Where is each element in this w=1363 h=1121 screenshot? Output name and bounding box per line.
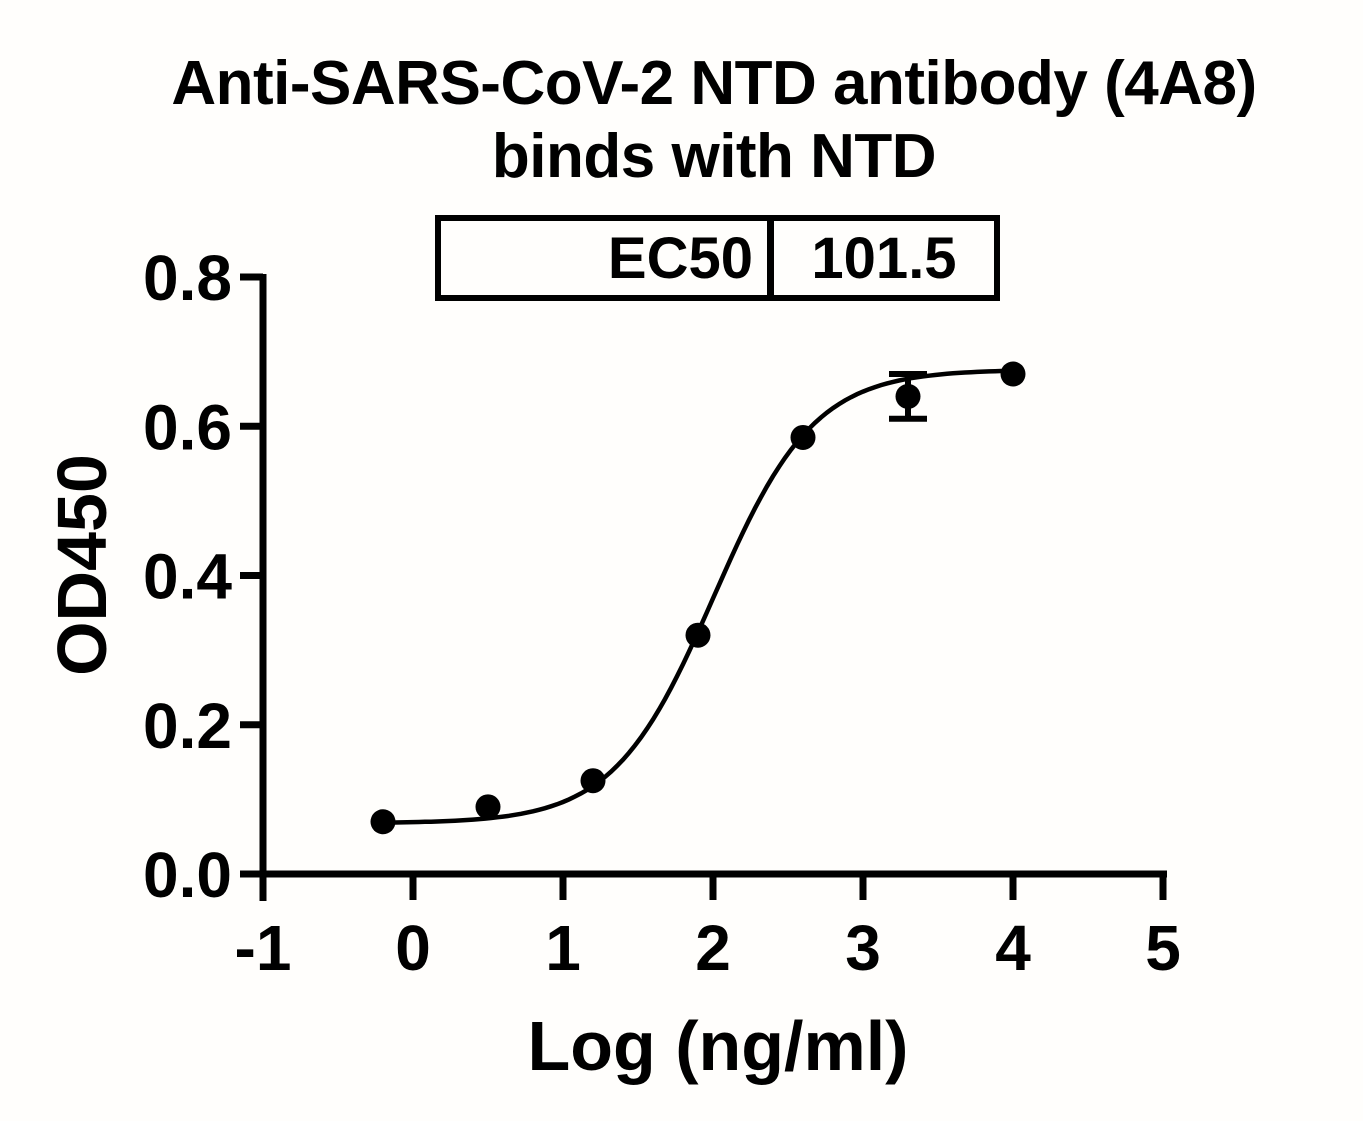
chart-title: Anti-SARS-CoV-2 NTD antibody (4A8) binds…: [171, 47, 1257, 193]
fit-curve: [380, 368, 1016, 825]
x-axis-title: Log (ng/ml): [527, 1007, 909, 1085]
ec50-table: EC50 101.5: [435, 215, 1000, 301]
y-tick-label: 0.8: [143, 242, 232, 314]
x-tick-label: 5: [1145, 912, 1181, 984]
y-tick-label: 0.6: [143, 391, 232, 463]
data-point: [685, 622, 711, 648]
x-tick-label: -1: [235, 912, 292, 984]
y-tick-label: 0.0: [143, 839, 232, 911]
data-point: [790, 424, 816, 450]
ec50-value-cell: 101.5: [767, 221, 994, 295]
data-point: [580, 768, 606, 794]
data-point: [1000, 361, 1026, 387]
x-tick-label: 0: [395, 912, 431, 984]
y-tick-label: 0.4: [143, 541, 232, 613]
data-point: [370, 809, 396, 835]
data-point: [475, 794, 501, 820]
chart-title-line1: Anti-SARS-CoV-2 NTD antibody (4A8): [171, 49, 1257, 118]
chart-title-line2: binds with NTD: [491, 122, 937, 191]
x-tick-label: 4: [995, 912, 1031, 984]
x-tick-label: 2: [695, 912, 731, 984]
ec50-label-cell: EC50: [607, 225, 753, 291]
y-tick-label: 0.2: [143, 690, 232, 762]
x-tick-label: 3: [845, 912, 881, 984]
data-point: [895, 383, 921, 409]
x-tick-label: 1: [545, 912, 581, 984]
